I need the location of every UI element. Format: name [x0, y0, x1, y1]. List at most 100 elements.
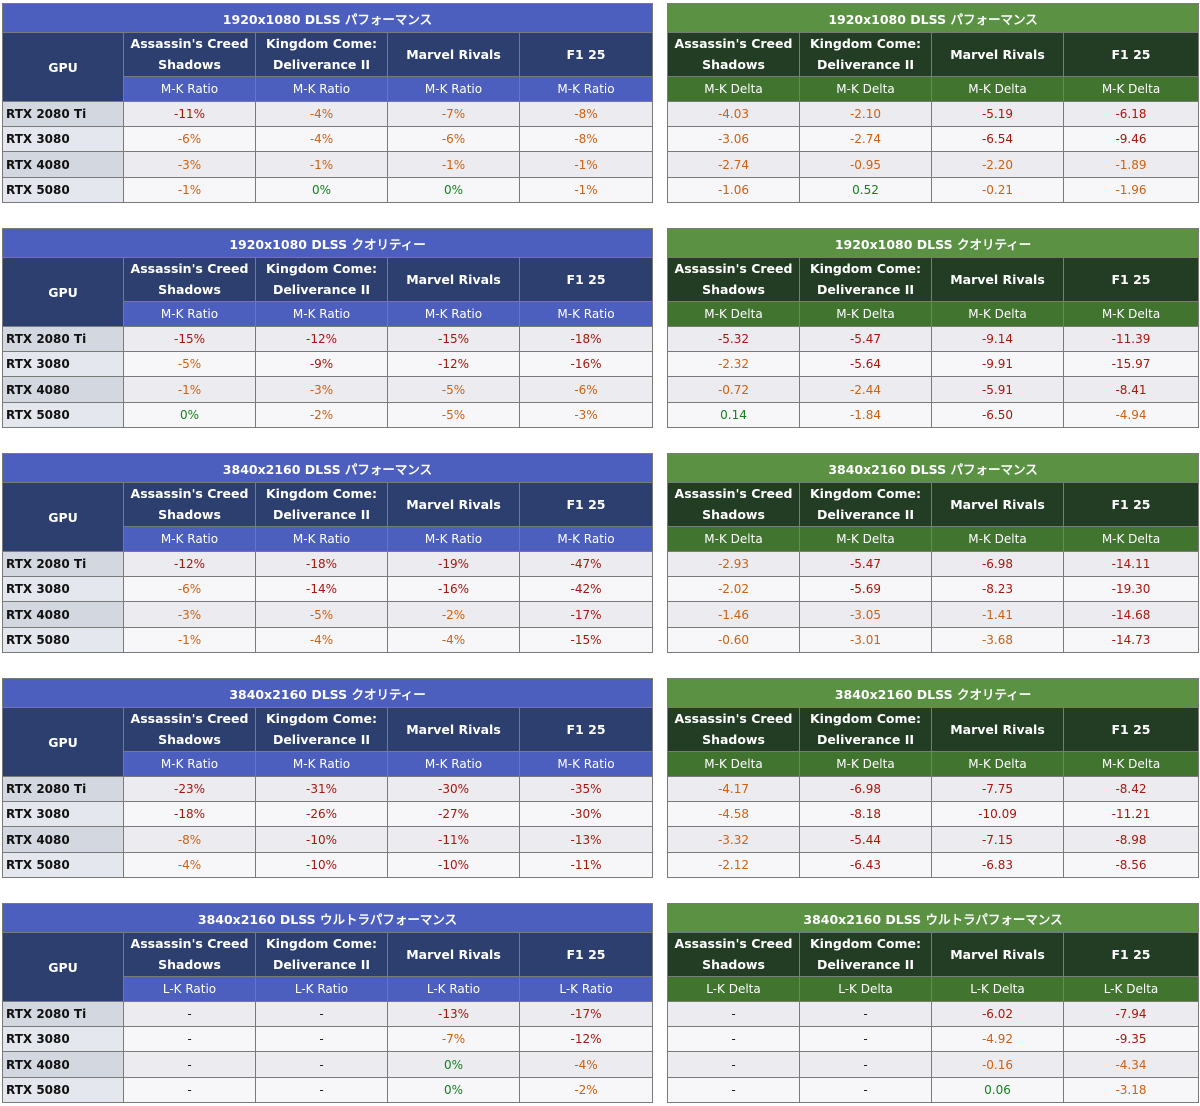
ratio-value: -15%	[123, 325, 256, 353]
game-header: Marvel Rivals	[931, 32, 1064, 77]
gpu-name: RTX 3080	[2, 1026, 124, 1053]
game-name-line: Shadows	[158, 57, 221, 73]
ratio-value: -42%	[519, 576, 653, 603]
table-row: -2.02 -5.69 -8.23 -19.30	[667, 576, 1200, 603]
delta-table: 1920x1080 DLSS クオリティー Assassin's Creed Sha…	[666, 227, 1200, 429]
table-row: RTX 2080 Ti -12% -18% -19% -47%	[2, 550, 653, 578]
ratio-value: -1%	[123, 626, 256, 654]
ratio-value: -4%	[255, 100, 388, 128]
game-name-line: Shadows	[702, 957, 765, 973]
metric-label: M-K Ratio	[387, 525, 520, 552]
ratio-value: -2%	[255, 401, 388, 429]
delta-value: -3.06	[667, 126, 800, 153]
ratio-value: -9%	[255, 351, 388, 378]
delta-value: -1.06	[667, 176, 800, 204]
section-title: 3840x2160 DLSS クオリティー	[1, 677, 654, 709]
delta-value: -8.98	[1062, 826, 1200, 853]
game-name-line: Kingdom Come:	[266, 261, 377, 277]
table-row: -4.03 -2.10 -5.19 -6.18	[667, 100, 1200, 128]
table-row: RTX 2080 Ti -23% -31% -30% -35%	[2, 775, 654, 803]
delta-value: -6.02	[931, 1000, 1064, 1028]
table-row: RTX 4080 -3% -5% -2% -17%	[2, 601, 653, 628]
game-header: Kingdom Come: Deliverance II	[255, 482, 388, 527]
gpu-name: RTX 5080	[2, 176, 124, 204]
game-header: Assassin's Creed Shadows	[123, 482, 256, 527]
ratio-value: -	[255, 1051, 388, 1078]
delta-value: -	[667, 1051, 800, 1078]
game-header: F1 25	[1062, 707, 1200, 752]
ratio-value: -5%	[387, 401, 520, 429]
table-row: -3.32 -5.44 -7.15 -8.98	[667, 826, 1200, 853]
table-row: RTX 4080- -0% -4%	[2, 1051, 654, 1078]
gpu-name: RTX 4080	[2, 376, 124, 403]
ratio-value: -	[123, 1051, 256, 1078]
delta-value: -1.84	[799, 401, 932, 429]
ratio-value: -31%	[255, 775, 388, 803]
metric-header-row: M-K Ratio M-K Ratio M-K Ratio M-K Ratio	[3, 525, 653, 552]
game-header: Assassin's Creed Shadows	[123, 257, 256, 302]
game-header: Assassin's Creed Shadows	[667, 32, 800, 77]
game-name-line: F1 25	[566, 946, 606, 962]
title-row: 3840x2160 DLSS クオリティー	[666, 677, 1200, 709]
gpu-name: RTX 5080	[2, 1076, 124, 1104]
game-header: F1 25	[1062, 932, 1200, 977]
delta-value: -7.75	[931, 775, 1064, 803]
ratio-value: -13%	[387, 1000, 520, 1028]
table-row: RTX 4080 -3% -1% -1% -1%	[2, 151, 653, 178]
table-row: -2.93 -5.47 -6.98 -14.11	[667, 550, 1200, 578]
ratio-value: 0%	[387, 176, 520, 204]
delta-value: -6.83	[931, 851, 1064, 879]
game-name-line: F1 25	[566, 721, 606, 737]
ratio-value: -4%	[387, 626, 520, 654]
game-name-line: Kingdom Come:	[266, 486, 377, 502]
delta-value: 0.52	[799, 176, 932, 204]
ratio-table: 1920x1080 DLSS クオリティー GPU Assassin's Creed…	[1, 227, 654, 429]
metric-label: M-K Ratio	[255, 750, 388, 777]
ratio-value: -6%	[123, 576, 256, 603]
game-name-line: F1 25	[566, 46, 606, 62]
ratio-value: -13%	[518, 826, 654, 853]
game-header: Assassin's Creed Shadows	[123, 707, 256, 752]
ratio-value: -23%	[123, 775, 256, 803]
game-header: Assassin's Creed Shadows	[667, 707, 800, 752]
section-title: 1920x1080 DLSS パフォーマンス	[2, 2, 653, 34]
ratio-value: -26%	[255, 801, 388, 828]
section-title: 3840x2160 DLSS ウルトラパフォーマンス	[1, 902, 654, 934]
game-name-line: Deliverance II	[816, 732, 915, 748]
table-row: -0.72 -2.44 -5.91 -8.41	[667, 376, 1200, 403]
game-name-line: Assassin's Creed	[130, 486, 249, 502]
table-row: RTX 5080 -1% 0% 0% -1%	[2, 176, 653, 204]
metric-header-row: M-K Delta M-K Delta M-K Delta M-K Delta	[667, 525, 1200, 552]
delta-value: -6.98	[931, 550, 1064, 578]
ratio-value: -15%	[519, 626, 653, 654]
delta-value: -7.15	[931, 826, 1064, 853]
game-name-line: Kingdom Come:	[810, 36, 921, 52]
table-row: RTX 2080 Ti -11% -4% -7% -8%	[2, 100, 653, 128]
delta-value: -4.17	[667, 775, 800, 803]
ratio-value: -2%	[518, 1076, 654, 1104]
ratio-value: -11%	[123, 100, 256, 128]
ratio-table: 3840x2160 DLSS パフォーマンス GPU Assassin's Cree…	[2, 452, 653, 654]
game-name-line: Deliverance II	[272, 957, 371, 973]
ratio-value: -	[255, 1026, 388, 1053]
ratio-value: -1%	[519, 176, 653, 204]
game-name-line: Assassin's Creed	[130, 36, 249, 52]
game-header: Kingdom Come: Deliverance II	[255, 257, 388, 302]
delta-value: -4.94	[1062, 401, 1200, 429]
metric-label: M-K Delta	[931, 750, 1064, 777]
game-header: Kingdom Come: Deliverance II	[799, 32, 932, 77]
delta-value: -5.69	[799, 576, 932, 603]
delta-value: -5.19	[931, 100, 1064, 128]
game-header: Marvel Rivals	[931, 257, 1064, 302]
metric-label: M-K Ratio	[387, 75, 520, 102]
benchmark-section: 1920x1080 DLSS パフォーマンス GPU Assassin's Cree…	[2, 2, 1200, 204]
game-name-line: Shadows	[158, 507, 221, 523]
game-name-line: F1 25	[566, 496, 606, 512]
ratio-value: -3%	[518, 401, 654, 429]
section-title: 3840x2160 DLSS パフォーマンス	[2, 452, 653, 484]
game-header: Marvel Rivals	[387, 257, 520, 302]
game-header: Marvel Rivals	[387, 932, 520, 977]
metric-label: M-K Ratio	[387, 750, 520, 777]
ratio-value: -18%	[518, 325, 654, 353]
game-header: F1 25	[519, 482, 653, 527]
